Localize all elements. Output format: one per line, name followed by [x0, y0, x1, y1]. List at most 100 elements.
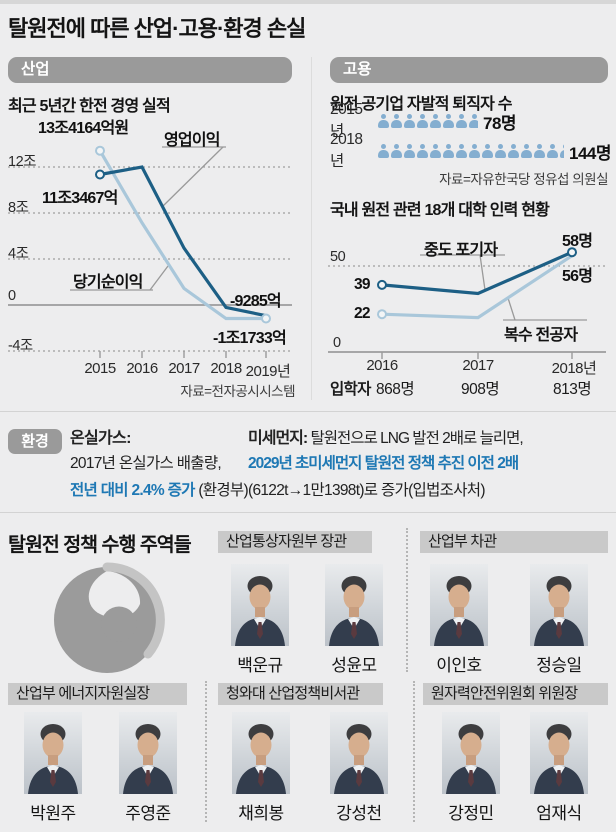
retirees-count: 144명 — [569, 143, 612, 163]
x-axis-label: 2019년 — [245, 363, 291, 380]
official-figure: 강정민 — [442, 712, 500, 824]
official-name: 엄재식 — [536, 804, 582, 823]
finedust-highlight: 2029년 초미세먼지 탈원전 정책 추진 이전 2배 — [248, 455, 519, 472]
x-axis-label: 2015 — [84, 360, 116, 377]
person-icon — [430, 143, 441, 159]
portrait-photo — [442, 712, 500, 794]
portrait-silhouette — [28, 724, 78, 794]
enrollees-2018: 813명 — [553, 381, 592, 398]
greenhouse-line1: 2017년 온실가스 배출량, — [70, 455, 222, 472]
person-icons — [378, 113, 480, 129]
portrait-photo — [232, 712, 290, 794]
series-line — [381, 254, 573, 320]
person-icon — [417, 113, 428, 129]
callout-pointer-lines — [420, 254, 587, 321]
person-icon — [404, 113, 415, 129]
y-axis-label: 4조 — [8, 246, 29, 262]
greenhouse-title: 온실가스: — [70, 430, 131, 447]
group-divider — [205, 681, 207, 822]
net-income-2015-value: 13조4164억원 — [38, 120, 129, 137]
finedust-line1: 미세먼지: 탈원전으로 LNG 발전 2배로 늘리면, — [248, 424, 524, 448]
group-divider — [413, 681, 415, 822]
person-icon — [443, 143, 454, 159]
person-icon — [417, 143, 428, 159]
data-point-marker — [261, 313, 271, 324]
operating-profit-2015-value: 11조3467억 — [42, 190, 118, 207]
data-point-marker — [95, 145, 105, 156]
official-name: 정승일 — [536, 656, 582, 675]
divider-line — [0, 512, 616, 513]
retirees-year: 2018년 — [330, 131, 363, 170]
section-bar-employment: 고용 — [330, 57, 608, 83]
official-figure: 채희봉 — [232, 712, 290, 824]
official-name: 주영준 — [125, 804, 171, 823]
y-axis-label: 0 — [333, 335, 341, 351]
double-major-series-label: 복수 전공자 — [504, 327, 578, 344]
person-icons — [378, 143, 566, 159]
page-title: 탈원전에 따른 산업·고용·환경 손실 — [8, 16, 306, 41]
section-bar-industry: 산업 — [8, 57, 292, 83]
portrait-photo — [325, 564, 383, 646]
portrait-silhouette — [235, 576, 285, 646]
double-major-2018-value: 56명 — [562, 268, 593, 285]
x-axis-label: 2016 — [126, 360, 158, 377]
retirees-year: 2015년 — [330, 101, 363, 140]
portrait-silhouette — [434, 576, 484, 646]
callout-pointer-lines — [70, 146, 226, 291]
officials-title: 탈원전 정책 수행 주역들 — [8, 534, 192, 556]
person-icon — [456, 113, 467, 129]
official-figure: 주영준 — [119, 712, 177, 824]
y-axis-label: 12조 — [8, 154, 36, 170]
net-income-2019-value: -1조1733억 — [213, 330, 287, 347]
enrollees-2017: 908명 — [461, 381, 500, 398]
group-header-vice-minister: 산업부 차관 — [420, 531, 608, 553]
official-figure: 박원주 — [24, 712, 82, 824]
portrait-photo — [231, 564, 289, 646]
portrait-silhouette — [123, 724, 173, 794]
data-point-marker — [377, 309, 387, 320]
official-figure: 이인호 — [430, 564, 488, 676]
official-figure: 엄재식 — [530, 712, 588, 824]
person-icon — [495, 143, 506, 159]
group-divider — [406, 528, 408, 672]
x-axis-ticks — [381, 352, 573, 359]
retirees-source: 자료=자유한국당 정유섭 의원실 — [439, 172, 608, 187]
official-figure: 백운규 — [231, 564, 289, 676]
greenhouse-highlight: 전년 대비 2.4% 증가 — [70, 482, 195, 499]
finedust-line3: (6122t→1만1398t)로 증가(입법조사처) — [248, 482, 485, 499]
group-header-energy-office: 산업부 에너지자원실장 — [8, 683, 187, 705]
official-name: 백운규 — [237, 656, 283, 675]
official-figure: 정승일 — [530, 564, 588, 676]
official-name: 박원주 — [30, 804, 76, 823]
data-point-marker — [95, 169, 105, 180]
retirees-row-2018: 2018년 144명 — [330, 131, 612, 170]
kepco-chart-source: 자료=전자공시시스템 — [180, 384, 295, 399]
series-line — [99, 165, 267, 318]
person-icon — [508, 143, 519, 159]
group-header-nssc: 원자력안전위원회 위원장 — [423, 683, 608, 705]
person-icon-partial — [560, 143, 564, 159]
enrollees-label: 입학자 — [330, 381, 371, 398]
retirees-row-2015: 2015년 78명 — [330, 101, 517, 140]
univ-line-chart — [328, 247, 606, 359]
x-axis-ticks — [99, 351, 267, 358]
person-icon — [469, 143, 480, 159]
x-axis-label: 2017 — [168, 360, 200, 377]
portrait-silhouette — [334, 724, 384, 794]
greenhouse-line2: 전년 대비 2.4% 증가 (환경부) — [70, 478, 249, 500]
kepco-chart-title: 최근 5년간 한전 경영 실적 — [8, 98, 171, 115]
portrait-photo — [24, 712, 82, 794]
series-line — [98, 149, 266, 321]
portrait-photo — [430, 564, 488, 646]
univ-chart-title: 국내 원전 관련 18개 대학 인력 현황 — [330, 202, 550, 219]
official-figure: 성윤모 — [325, 564, 383, 676]
y-axis-label: 8조 — [8, 200, 29, 216]
portrait-photo — [119, 712, 177, 794]
person-icon — [482, 143, 493, 159]
group-header-blue-house: 청와대 산업정책비서관 — [218, 683, 383, 705]
official-name: 성윤모 — [331, 656, 377, 675]
person-icon — [391, 143, 402, 159]
logo-cavity — [88, 571, 141, 619]
person-icon — [378, 113, 389, 129]
person-icon — [404, 143, 415, 159]
